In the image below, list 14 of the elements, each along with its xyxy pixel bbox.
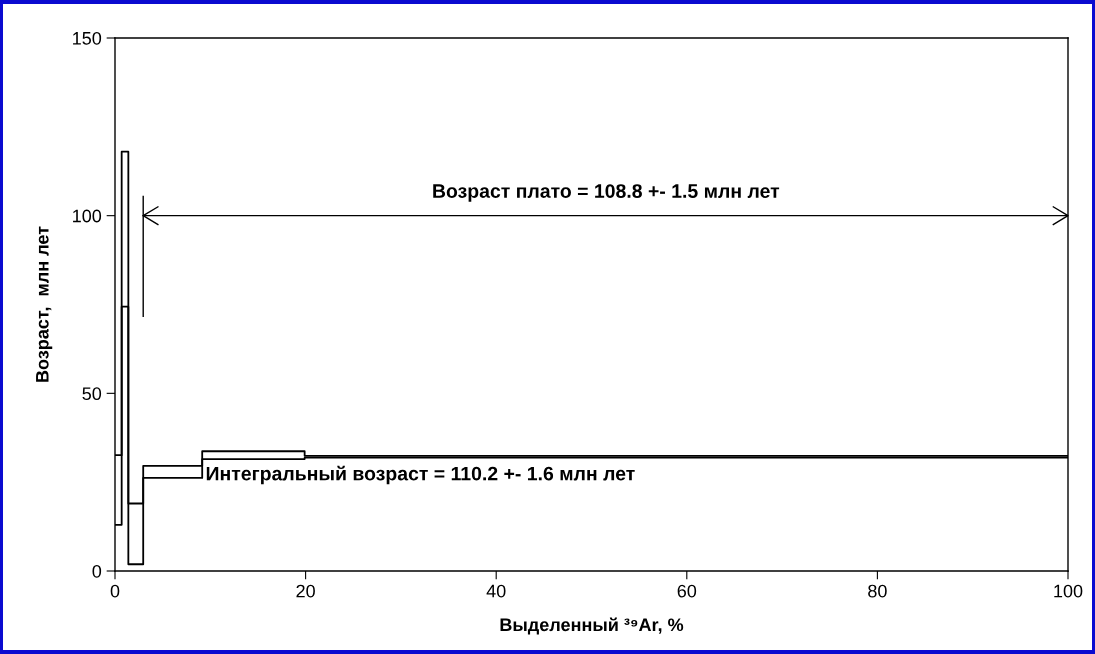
x-tick-label: 80 (868, 584, 887, 598)
annotation: Возраст плато = 108.8 +- 1.5 млн лет (433, 184, 780, 202)
x-tick-label: 40 (486, 584, 506, 598)
y-axis-title: Возраст, млн лет (36, 226, 53, 382)
x-axis-title: Выделенный ³⁹Ar, % (500, 617, 684, 635)
x-tick-label: 20 (296, 584, 315, 598)
y-tick-label: 150 (73, 31, 102, 45)
x-tick-label: 60 (677, 584, 697, 598)
y-tick-label: 50 (82, 387, 102, 401)
y-tick-label: 0 (92, 564, 102, 578)
x-tick-label: 100 (1054, 584, 1083, 598)
annotation: Интегральный возраст = 110.2 +- 1.6 млн лет (206, 465, 635, 485)
x-tick-label: 0 (110, 584, 120, 598)
y-tick-label: 100 (73, 209, 102, 223)
